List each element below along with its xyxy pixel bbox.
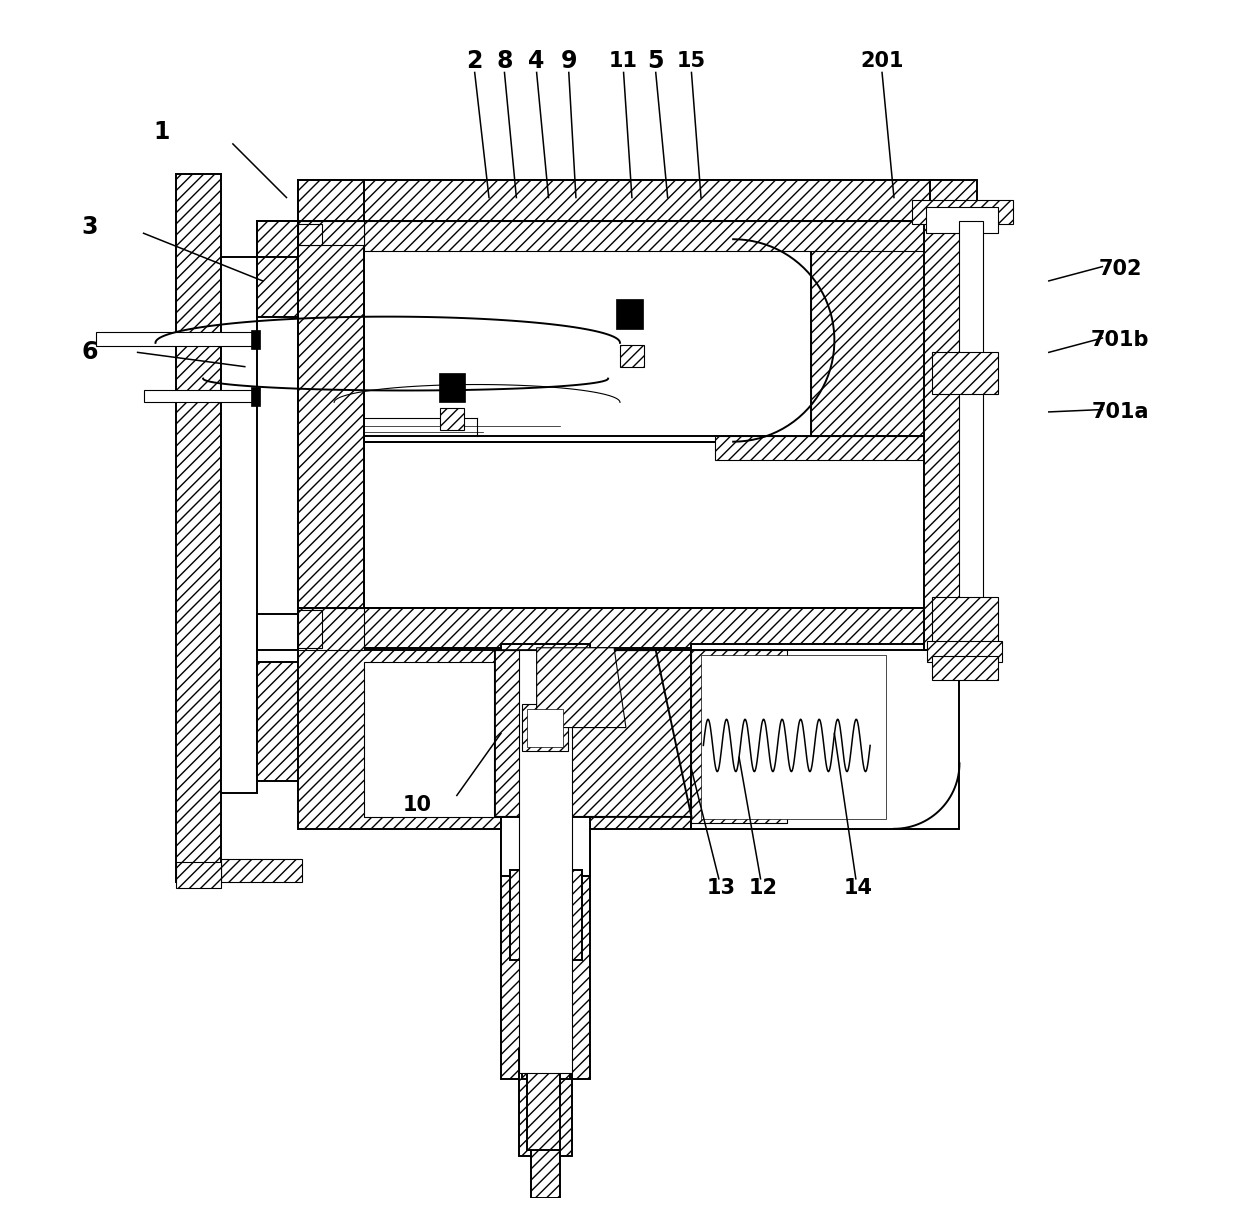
Bar — [616, 299, 642, 329]
Text: 6: 6 — [82, 340, 98, 364]
Bar — [501, 817, 590, 876]
Bar — [960, 222, 983, 651]
Bar — [95, 333, 257, 346]
Bar — [692, 651, 786, 823]
Bar — [221, 859, 303, 882]
Bar — [692, 648, 930, 829]
Polygon shape — [537, 648, 626, 728]
Text: 13: 13 — [707, 878, 735, 899]
Bar — [811, 245, 930, 436]
Text: 3: 3 — [82, 216, 98, 240]
Bar — [440, 408, 464, 430]
Bar — [144, 390, 259, 402]
Bar — [299, 224, 322, 245]
Polygon shape — [495, 651, 692, 817]
Bar — [176, 862, 221, 888]
Bar — [501, 645, 590, 1078]
Text: 201: 201 — [861, 51, 904, 71]
Bar — [692, 645, 960, 829]
Bar — [911, 200, 1013, 224]
Bar — [928, 641, 1002, 662]
Bar — [250, 387, 260, 406]
Text: 15: 15 — [677, 51, 706, 71]
Text: 701a: 701a — [1091, 402, 1149, 422]
Bar — [527, 709, 563, 747]
Bar — [620, 345, 644, 366]
Text: 9: 9 — [560, 48, 577, 72]
Bar — [221, 257, 257, 793]
Bar — [932, 656, 998, 680]
Bar — [250, 330, 260, 348]
Bar — [176, 174, 221, 882]
Bar — [527, 1072, 560, 1151]
Bar — [363, 222, 930, 251]
Text: 2: 2 — [466, 48, 482, 72]
Text: 5: 5 — [647, 48, 663, 72]
Text: 8: 8 — [496, 48, 512, 72]
Bar — [518, 651, 573, 1072]
Bar — [257, 222, 303, 317]
Bar — [701, 654, 885, 819]
Bar — [930, 180, 977, 651]
Bar — [932, 596, 998, 651]
Bar — [299, 609, 363, 651]
Bar — [257, 662, 303, 781]
Bar — [363, 662, 603, 817]
Text: 1: 1 — [154, 120, 170, 145]
Bar — [363, 222, 835, 436]
Bar — [518, 1050, 573, 1157]
Bar — [299, 180, 954, 222]
Text: 14: 14 — [843, 878, 873, 899]
Text: 10: 10 — [403, 795, 432, 815]
Bar — [924, 222, 971, 651]
Text: 702: 702 — [1099, 259, 1142, 280]
Bar — [522, 704, 568, 752]
Bar — [715, 436, 930, 459]
Bar — [926, 207, 998, 234]
Bar — [299, 180, 363, 651]
Bar — [522, 954, 570, 1078]
Text: 4: 4 — [528, 48, 544, 72]
Bar — [439, 372, 465, 402]
Text: 11: 11 — [609, 51, 639, 71]
Bar — [299, 609, 954, 651]
Text: 701b: 701b — [1091, 330, 1149, 351]
Bar — [299, 222, 363, 245]
Bar — [531, 1151, 560, 1198]
Bar — [932, 352, 998, 394]
Bar — [511, 870, 582, 960]
Bar — [299, 648, 930, 829]
Bar — [299, 610, 322, 648]
Text: 12: 12 — [749, 878, 777, 899]
